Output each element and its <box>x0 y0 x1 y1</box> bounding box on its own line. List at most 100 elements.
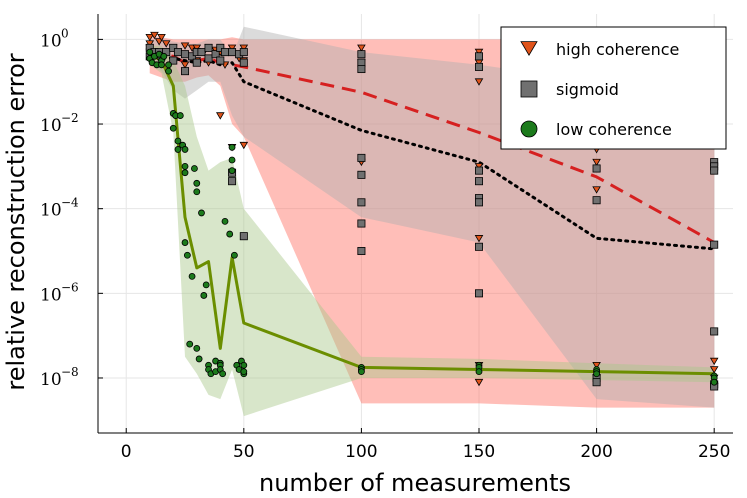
point-low-coherence <box>174 137 182 145</box>
x-tick-label: 250 <box>698 442 730 462</box>
point-low-coherence <box>231 251 238 259</box>
point-sigmoid <box>474 289 483 298</box>
y-tick-label: 10 <box>40 370 62 390</box>
point-low-coherence <box>176 112 184 119</box>
point-low-coherence <box>226 230 234 238</box>
x-tick-label: 0 <box>121 442 132 462</box>
point-sigmoid <box>357 219 366 228</box>
point-sigmoid <box>474 52 483 61</box>
y-tick-exponent: −2 <box>61 111 79 125</box>
point-high-coherence <box>474 48 484 57</box>
point-low-coherence <box>188 273 196 280</box>
point-low-coherence <box>181 239 189 246</box>
x-axis-label: number of measurements <box>259 469 571 497</box>
point-high-coherence <box>474 78 484 86</box>
point-high-coherence <box>161 40 171 48</box>
point-low-coherence <box>165 67 172 75</box>
point-sigmoid <box>357 153 366 162</box>
point-high-coherence <box>192 44 202 52</box>
y-tick-exponent: −6 <box>61 280 79 294</box>
point-high-coherence <box>239 44 249 52</box>
y-tick-exponent: −4 <box>61 196 79 210</box>
legend-marker-sigmoid <box>520 80 538 98</box>
point-sigmoid <box>239 48 248 57</box>
point-sigmoid <box>204 54 213 63</box>
point-sigmoid <box>357 198 366 207</box>
point-high-coherence <box>227 44 237 52</box>
point-sigmoid <box>216 43 225 52</box>
y-tick-label: 10 <box>40 31 62 51</box>
point-low-coherence <box>228 167 236 174</box>
point-low-coherence <box>240 368 248 376</box>
point-low-coherence <box>174 146 182 153</box>
point-low-coherence <box>358 368 365 376</box>
point-high-coherence <box>474 163 484 171</box>
point-sigmoid <box>474 177 483 186</box>
point-low-coherence <box>228 156 236 164</box>
y-tick-exponent: −8 <box>61 365 79 379</box>
point-high-coherence <box>145 33 155 42</box>
x-tick-label: 200 <box>580 442 612 462</box>
point-sigmoid <box>228 48 237 57</box>
point-sigmoid <box>357 247 366 256</box>
point-low-coherence <box>169 124 177 132</box>
point-sigmoid <box>197 48 206 57</box>
point-sigmoid <box>188 52 197 61</box>
point-sigmoid <box>228 177 237 186</box>
point-high-coherence <box>474 378 484 387</box>
point-low-coherence <box>191 165 198 172</box>
y-tick-label: 10 <box>40 201 62 221</box>
y-tick-label: 10 <box>40 116 62 136</box>
point-low-coherence <box>475 368 483 376</box>
point-low-coherence <box>158 61 165 69</box>
point-sigmoid <box>239 58 248 67</box>
point-sigmoid <box>169 56 178 65</box>
axes <box>97 14 733 434</box>
point-sigmoid <box>592 196 601 205</box>
point-low-coherence <box>198 209 205 217</box>
point-low-coherence <box>186 340 194 348</box>
point-sigmoid <box>592 164 601 173</box>
point-low-coherence <box>202 281 210 289</box>
point-sigmoid <box>181 50 190 59</box>
point-sigmoid <box>710 166 719 175</box>
legend-marker-high-coherence <box>520 41 538 56</box>
legend-label-high-coherence: high coherence <box>556 40 679 59</box>
point-low-coherence <box>219 370 227 378</box>
point-high-coherence <box>474 235 484 243</box>
point-high-coherence <box>357 44 366 52</box>
point-low-coherence <box>181 162 189 170</box>
point-low-coherence <box>221 217 229 225</box>
point-low-coherence <box>183 251 191 259</box>
legend-box <box>500 26 727 150</box>
point-sigmoid <box>357 50 366 59</box>
legend-markers <box>520 41 538 138</box>
point-low-coherence <box>181 169 189 177</box>
point-low-coherence <box>193 179 201 187</box>
legend-label-sigmoid: sigmoid <box>556 80 619 99</box>
point-high-coherence <box>592 186 601 194</box>
point-sigmoid <box>220 48 229 57</box>
legend-marker-low-coherence <box>520 120 538 138</box>
point-high-coherence <box>150 31 159 40</box>
data-points <box>145 31 719 391</box>
point-sigmoid <box>710 240 719 249</box>
point-high-coherence <box>709 357 719 366</box>
point-high-coherence <box>709 366 719 374</box>
point-low-coherence <box>228 143 236 151</box>
point-sigmoid <box>474 62 483 71</box>
point-high-coherence <box>592 362 601 370</box>
x-tick-label: 150 <box>463 442 495 462</box>
point-sigmoid <box>474 166 483 175</box>
point-sigmoid <box>239 232 248 241</box>
point-sigmoid <box>216 56 225 65</box>
point-high-coherence <box>157 33 166 42</box>
point-sigmoid <box>204 43 213 52</box>
point-sigmoid <box>181 67 190 76</box>
band-low-coherence <box>149 45 715 417</box>
y-tick-label: 10 <box>40 285 62 305</box>
point-sigmoid <box>357 170 366 179</box>
point-sigmoid <box>357 65 366 74</box>
